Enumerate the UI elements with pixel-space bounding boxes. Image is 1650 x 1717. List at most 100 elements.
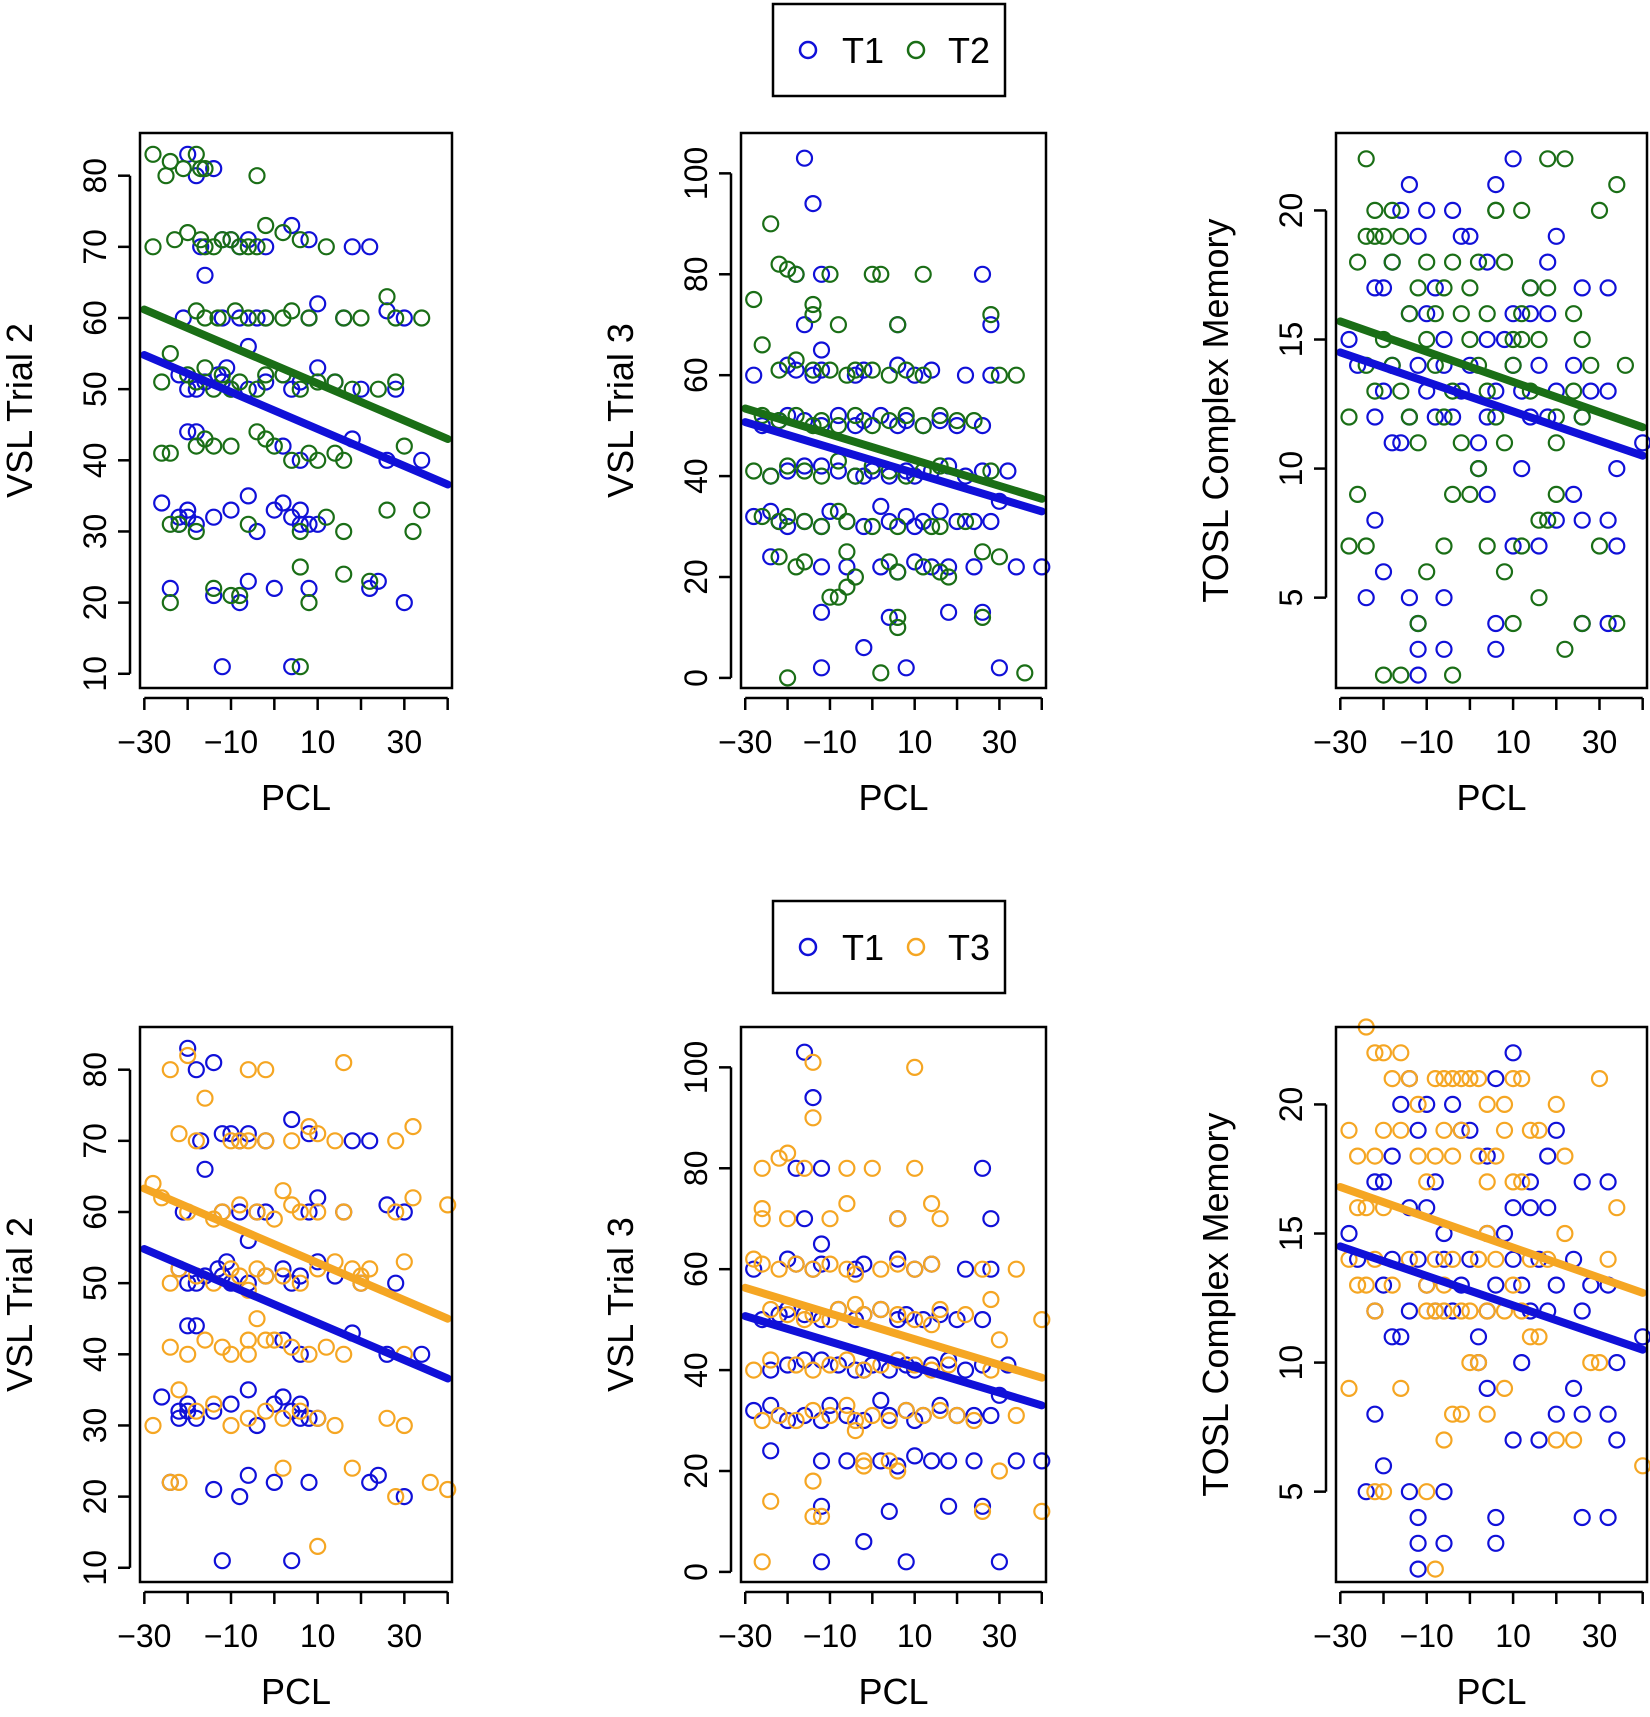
- panel-4-point-t3-30: [973, 1260, 992, 1278]
- panel-3-point-t3-6: [257, 1061, 275, 1079]
- panel-1-point-t2-38: [965, 412, 983, 430]
- panel-1-point-t2-73: [821, 588, 839, 606]
- panel-2-point-t1-47: [1599, 279, 1617, 297]
- panel-1-point-t2-21: [897, 361, 915, 379]
- panel-4-point-t1-49: [762, 1396, 780, 1415]
- panel-4-point-t3-41: [889, 1305, 907, 1324]
- panel-0-point-t1-23: [196, 266, 214, 284]
- panel-2-point-t2-53: [1539, 511, 1557, 529]
- panel-5-y-tick-label-2: 15: [1273, 1216, 1309, 1252]
- panel-1-point-t2-57: [829, 502, 848, 520]
- panel-2-point-t2-15: [1443, 253, 1462, 271]
- panel-4-point-t3-80: [855, 1452, 873, 1470]
- panel-5-fit-line-t1: [1336, 1242, 1647, 1354]
- panel-1-point-t2-7: [829, 316, 848, 334]
- panel-4-point-t3-38: [846, 1295, 865, 1314]
- panel-4-point-t3-46: [982, 1290, 1000, 1309]
- panel-2-y-tick-label-0: 5: [1273, 589, 1309, 607]
- panel-4-point-t1-6: [778, 1250, 797, 1268]
- legend-top-marker-t2: [906, 40, 926, 60]
- panel-2-point-t1-52: [1478, 330, 1496, 349]
- panel-2-y-tick-label-1: 10: [1273, 451, 1309, 487]
- panel-4-point-t3-21: [804, 1260, 822, 1278]
- panel-2-point-t2-59: [1409, 614, 1427, 633]
- panel-4-point-t3-64: [787, 1411, 805, 1430]
- panel-4-point-t1-58: [880, 1406, 898, 1425]
- panel-5-point-t1-61: [1409, 1508, 1427, 1527]
- panel-5-point-t3-53: [1504, 1276, 1522, 1294]
- panel-2-point-t2-83: [1513, 201, 1531, 219]
- panel-1-fit-line-t1: [741, 418, 1046, 516]
- panel-5-point-t1-28: [1608, 1353, 1626, 1372]
- panel-4-point-t3-15: [889, 1210, 907, 1228]
- panel-4-series-t1: [745, 1043, 1051, 1571]
- panel-4-point-t3-81: [855, 1457, 873, 1475]
- panel-1-point-t1-54: [821, 502, 839, 520]
- panel-3-point-t3-30: [335, 1203, 353, 1221]
- legend-bottom-marker-t3: [906, 937, 926, 957]
- panel-3-point-t1-58: [265, 1473, 283, 1492]
- panel-0-y-axis-title: VSL Trial 2: [0, 323, 40, 498]
- panel-0-point-t2-38: [161, 345, 179, 363]
- panel-3-y-tick-label-3: 40: [77, 1337, 113, 1373]
- panel-1-point-t2-8: [863, 265, 881, 283]
- panel-2-point-t2-37: [1400, 408, 1419, 426]
- panel-1-point-t2-19: [863, 361, 881, 379]
- panel-1-point-t2-86: [939, 568, 958, 586]
- panel-5-point-t3-13: [1478, 1095, 1496, 1114]
- panel-2-point-t2-52: [1530, 511, 1548, 529]
- panel-5-point-t3-85: [1426, 1560, 1444, 1578]
- panel-5-point-t1-59: [1409, 1534, 1427, 1552]
- panel-1-y-axis-title: VSL Trial 3: [600, 323, 641, 498]
- panel-5-x-tick-label-4: 10: [1495, 1618, 1531, 1654]
- panel-1-point-t1-49: [762, 502, 780, 520]
- panel-3-point-t3-39: [231, 1267, 249, 1285]
- panel-3-point-t3-69: [239, 1409, 257, 1427]
- panel-5-point-t1-72: [1573, 1508, 1591, 1527]
- panel-4-point-t3-48: [745, 1361, 763, 1379]
- panel-2-point-t2-19: [1478, 305, 1496, 323]
- panel-4-point-t3-51: [804, 1361, 822, 1379]
- panel-4-point-t3-66: [821, 1406, 839, 1425]
- panel-4-point-t1-57: [872, 1391, 890, 1410]
- panel-4-point-t1-82: [812, 1553, 831, 1571]
- panel-1-point-t1-79: [880, 608, 898, 627]
- panel-5-point-t1-19: [1513, 1276, 1531, 1294]
- panel-2-point-t2-13: [1426, 305, 1444, 323]
- panel-4-point-t3-25: [872, 1260, 890, 1278]
- panel-4-point-t1-45: [956, 1361, 975, 1379]
- panel-1-point-t1-16: [982, 366, 1000, 384]
- panel-2-point-t1-44: [1539, 253, 1557, 271]
- panel-2-point-t2-11: [1409, 279, 1427, 297]
- panel-5-point-t1-69: [1573, 1405, 1591, 1423]
- panel-4-point-t3-45: [956, 1305, 975, 1324]
- panel-1-point-t1-83: [897, 659, 915, 677]
- panel-2-point-t1-53: [1504, 305, 1522, 323]
- panel-2-point-t1-2: [1366, 408, 1384, 426]
- panel-1-point-t2-78: [973, 608, 992, 627]
- panel-1-point-t1-74: [965, 558, 983, 576]
- panel-2-point-t1-58: [1400, 589, 1419, 607]
- panel-2-point-t1-68: [1564, 485, 1583, 503]
- panel-4-point-t1-11: [855, 1255, 873, 1273]
- panel-2-point-t1-64: [1487, 614, 1505, 633]
- panel-1-fit-line-t2: [741, 404, 1046, 503]
- panel-4-point-t1-29: [914, 1310, 932, 1329]
- panel-1-point-t2-67: [846, 568, 865, 586]
- panel-4-point-t3-3: [778, 1144, 797, 1162]
- panel-3-y-tick-label-5: 60: [77, 1194, 113, 1230]
- panel-4-point-t3-14: [838, 1194, 856, 1213]
- panel-1-point-t2-55: [795, 512, 814, 531]
- panel-5-point-t3-69: [1340, 1379, 1358, 1398]
- panel-0-x-tick-label-2: −10: [204, 724, 258, 760]
- panel-5-x-tick-label-2: −10: [1400, 1618, 1454, 1654]
- panel-4-point-t1-87: [982, 1210, 1000, 1228]
- panel-5-point-t1-23: [1547, 1276, 1565, 1294]
- panel-0-y-tick-label-2: 30: [77, 514, 113, 550]
- panel-0-point-t2-32: [335, 309, 353, 327]
- panel-1-point-t2-62: [931, 517, 949, 536]
- panel-1-point-t1-78: [855, 638, 873, 657]
- panel-3-point-t1-10: [300, 1125, 318, 1143]
- panel-0-point-t2-69: [161, 515, 179, 533]
- panel-4-point-t1-53: [812, 1411, 831, 1430]
